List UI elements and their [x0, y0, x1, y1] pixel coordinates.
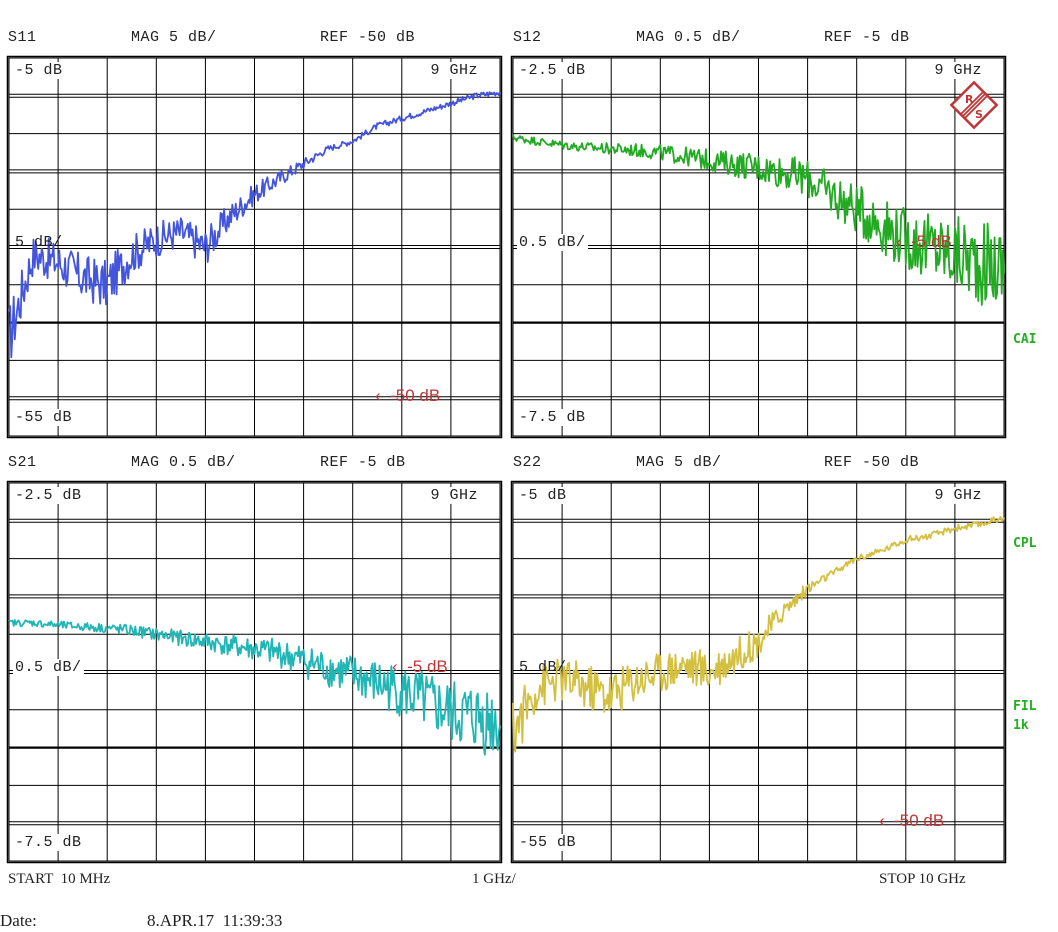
s12-top-scale-label: -2.5 dB	[517, 62, 588, 79]
s22-plot: -5 dB 9 GHz 5 dB/ -55 dB ‹ -50 dB	[510, 480, 1007, 864]
s21-top-scale-label: -2.5 dB	[13, 487, 84, 504]
s12-ref-marker: ‹ -5 dB	[896, 232, 952, 251]
s22-ref-label: REF -50 dB	[824, 454, 920, 471]
s22-param-label: S22	[513, 454, 542, 471]
rohde-schwarz-logo-icon: R S	[949, 80, 999, 130]
s21-ref-label: REF -5 dB	[320, 454, 406, 471]
s22-mag-label: MAG 5 dB/	[636, 454, 722, 471]
s12-ref-label: REF -5 dB	[824, 29, 910, 46]
s22-freq-label: 9 GHz	[932, 487, 984, 504]
s12-grid-trace	[510, 55, 1007, 439]
s22-div-label: 5 dB/	[519, 659, 567, 676]
s21-freq-label: 9 GHz	[428, 487, 480, 504]
s11-bottom-scale-label: -55 dB	[13, 409, 75, 426]
s12-mag-label: MAG 0.5 dB/	[636, 29, 741, 46]
s21-ref-marker: ‹ -5 dB	[392, 657, 448, 676]
s12-freq-label: 9 GHz	[932, 62, 984, 79]
start-frequency-label: START 10 MHz	[8, 871, 111, 887]
svg-text:R: R	[965, 93, 974, 106]
s11-freq-label: 9 GHz	[428, 62, 480, 79]
fil-status-label: FIL	[1013, 699, 1037, 714]
s22-ref-marker: ‹ -50 dB	[879, 811, 945, 830]
date-value: 8.APR.17 11:39:33	[147, 911, 283, 930]
cpl-status-label: CPL	[1013, 536, 1037, 551]
s11-param-label: S11	[8, 29, 37, 46]
cal-status-label: CAI	[1013, 332, 1037, 347]
svg-text:S: S	[975, 108, 983, 121]
s21-param-label: S21	[8, 454, 37, 471]
s22-bottom-scale-label: -55 dB	[517, 834, 579, 851]
s22-top-scale-label: -5 dB	[517, 487, 569, 504]
s12-div-label: 0.5 dB/	[517, 234, 588, 251]
s11-ref-label: REF -50 dB	[320, 29, 416, 46]
s12-bottom-scale-label: -7.5 dB	[517, 409, 588, 426]
s21-bottom-scale-label: -7.5 dB	[13, 834, 84, 851]
span-per-div-label: 1 GHz/	[472, 871, 516, 887]
s11-mag-label: MAG 5 dB/	[131, 29, 217, 46]
date-label: Date:	[0, 911, 37, 930]
s11-top-scale-label: -5 dB	[13, 62, 65, 79]
s12-plot: -2.5 dB 9 GHz 0.5 dB/ -7.5 dB ‹ -5 dB R …	[510, 55, 1007, 439]
s21-grid-trace	[6, 480, 503, 864]
stop-frequency-label: STOP 10 GHz	[879, 871, 966, 887]
s11-div-label: 5 dB/	[15, 234, 63, 251]
s22-grid-trace	[510, 480, 1007, 864]
s11-plot: -5 dB 9 GHz 5 dB/ -55 dB ‹ -50 dB	[6, 55, 503, 439]
s21-mag-label: MAG 0.5 dB/	[131, 454, 236, 471]
s12-param-label: S12	[513, 29, 542, 46]
s11-ref-marker: ‹ -50 dB	[375, 386, 441, 405]
s11-grid-trace	[6, 55, 503, 439]
s21-div-label: 0.5 dB/	[13, 659, 84, 676]
s21-plot: -2.5 dB 9 GHz 0.5 dB/ -7.5 dB ‹ -5 dB	[6, 480, 503, 864]
fil-bandwidth-label: 1k	[1013, 718, 1029, 733]
